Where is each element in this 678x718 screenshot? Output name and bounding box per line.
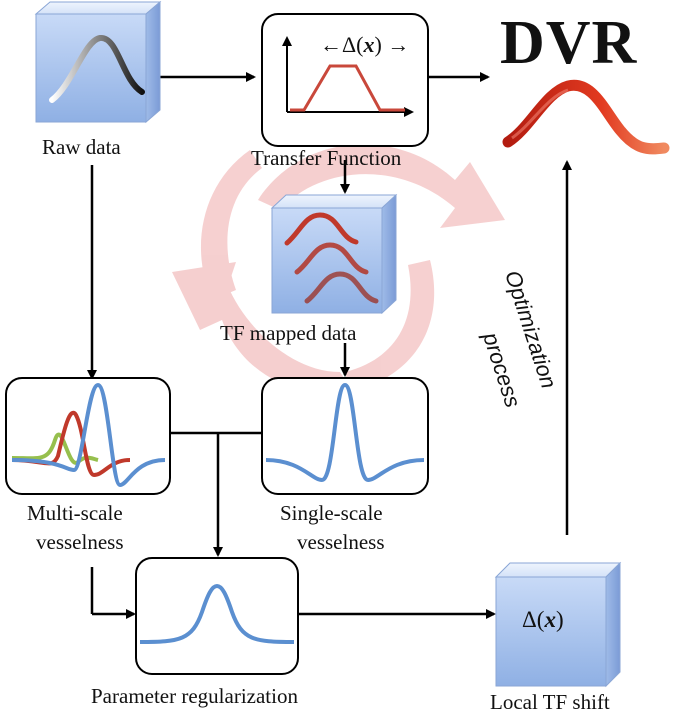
single-scale-label-line2: vesselness — [297, 530, 385, 554]
dvr-title: DVR — [500, 9, 638, 77]
parameter-regularization-box — [135, 557, 299, 675]
single-scale-label-line1: Single-scale — [280, 501, 383, 525]
delta-var: x — [363, 32, 375, 57]
tf-delta-label: ←Δ(x) → — [320, 34, 409, 56]
tf-mapped-data-cube — [270, 193, 398, 315]
tf-trapezoid-curve — [290, 64, 405, 112]
parameter-regularization-label: Parameter regularization — [91, 684, 298, 708]
dvr-vessel-rendering — [502, 79, 670, 155]
raw-data-curve — [49, 35, 145, 103]
multi-scale-vesselness-box — [5, 377, 171, 495]
delta-suffix-2: ) — [555, 607, 564, 632]
tf-mapped-data-label: TF mapped data — [220, 321, 357, 345]
multi-scale-label-line1: Multi-scale — [27, 501, 123, 525]
local-tf-shift-label: Local TF shift — [490, 690, 610, 714]
delta-prefix-2: Δ( — [522, 607, 545, 632]
transfer-function-label: Transfer Function — [251, 146, 402, 170]
left-arrow-glyph: ← — [320, 32, 342, 57]
delta-suffix: ) — [374, 32, 382, 57]
multi-scale-label-line2: vesselness — [36, 530, 124, 554]
local-tf-shift-cube — [494, 561, 622, 688]
local-tf-shift-delta: Δ(x) — [522, 608, 564, 631]
delta-prefix: Δ( — [342, 32, 364, 57]
right-arrow-glyph: → — [387, 32, 410, 57]
raw-data-cube — [34, 0, 162, 124]
transfer-function-box — [261, 13, 429, 147]
single-scale-vesselness-box — [261, 377, 429, 495]
raw-data-label: Raw data — [42, 135, 121, 159]
connector-arrows — [87, 72, 572, 619]
delta-var-2: x — [544, 607, 556, 632]
optimization-cycle-arrows — [172, 144, 505, 396]
